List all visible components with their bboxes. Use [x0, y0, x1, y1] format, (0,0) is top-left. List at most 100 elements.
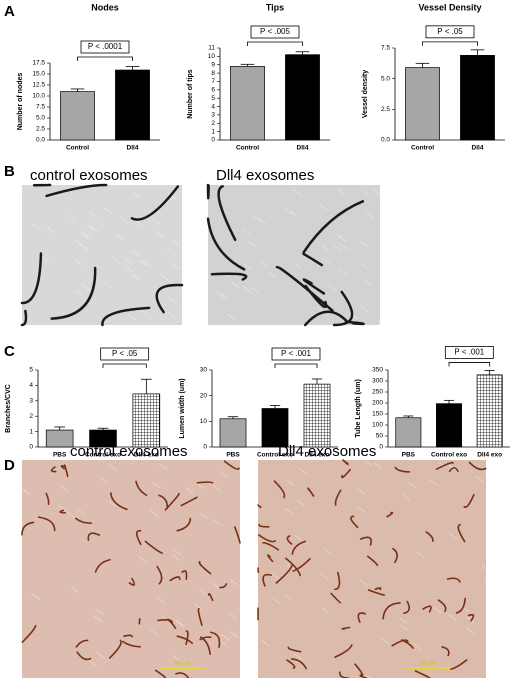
micrograph [257, 459, 487, 678]
error-bar [295, 51, 310, 55]
y-tick-label: 0 [29, 444, 33, 451]
vessel [21, 521, 35, 536]
texture [437, 461, 447, 469]
texture [21, 488, 31, 496]
texture [360, 262, 369, 270]
vessel [45, 492, 50, 506]
vessel [386, 511, 394, 518]
vessel [157, 619, 173, 625]
texture [131, 250, 140, 257]
texture [321, 257, 331, 265]
error-bar [125, 66, 140, 71]
texture [46, 226, 55, 234]
bar [115, 69, 150, 141]
texture [296, 499, 306, 507]
y-tick-label: 30 [200, 367, 208, 374]
x-tick-label: Dll4 exo [134, 452, 159, 459]
y-tick-label: 3 [211, 112, 215, 119]
texture [115, 233, 125, 241]
x-tick-label: Dll4 [472, 145, 484, 152]
texture [59, 485, 69, 492]
vessel [206, 217, 246, 271]
vessel [176, 635, 194, 645]
vessel [108, 639, 122, 659]
texture [169, 297, 178, 305]
vessel [123, 634, 134, 638]
error-bar [269, 405, 281, 409]
vessel [181, 570, 188, 580]
y-tick-label: 20 [200, 392, 208, 399]
annotation: P < .001 [454, 348, 484, 357]
texture [447, 464, 457, 471]
vessel [20, 252, 43, 305]
texture [159, 273, 169, 281]
vessel [199, 636, 212, 641]
y-tick-label: 10 [208, 53, 216, 60]
texture [336, 188, 346, 196]
annotation-box [444, 346, 494, 359]
texture [465, 627, 475, 634]
bar [285, 54, 320, 141]
significance-bracket [102, 363, 147, 368]
error-bar [140, 378, 152, 394]
texture [67, 214, 77, 221]
vessel [258, 523, 270, 528]
texture [228, 612, 237, 619]
vessel [367, 589, 386, 596]
texture [80, 232, 89, 240]
vessel [391, 639, 409, 647]
texture [138, 259, 147, 266]
vessel [287, 646, 302, 653]
texture [138, 556, 148, 563]
x-tick-label: Control exo [257, 452, 293, 459]
error-bar [54, 426, 66, 431]
bar [219, 418, 247, 448]
y-tick-label: 7 [211, 78, 215, 85]
texture [373, 462, 383, 470]
error-bar [415, 62, 430, 68]
error-bar [227, 416, 239, 419]
annotation: P < .0001 [88, 42, 123, 51]
vessel [455, 597, 467, 614]
vessel [359, 536, 372, 546]
y-tick-label: 7.5 [36, 104, 45, 111]
y-tick-label: 1 [29, 428, 33, 435]
y-tick-label: 2 [29, 413, 33, 420]
vessel [275, 564, 293, 584]
texture [323, 547, 332, 555]
vessel [392, 547, 398, 564]
y-tick-label: 7.5 [381, 45, 390, 52]
vessel [257, 504, 262, 509]
texture [81, 231, 90, 239]
vessel [290, 658, 307, 670]
texture [174, 619, 184, 627]
vessel [223, 460, 240, 470]
texture [242, 285, 252, 293]
y-tick-label: 4 [29, 382, 33, 389]
texture [96, 652, 106, 659]
vessel [344, 320, 365, 326]
texture [408, 481, 417, 489]
vessel [158, 494, 169, 510]
x-tick-label: Control exo [85, 452, 121, 459]
image-background [258, 460, 486, 678]
texture [70, 586, 80, 594]
texture [284, 207, 294, 215]
texture [294, 653, 303, 661]
y-tick-label: 100 [372, 422, 383, 429]
x-tick-label: PBS [53, 452, 67, 459]
texture [337, 235, 347, 243]
y-tick-label: 200 [372, 400, 383, 407]
texture [293, 189, 302, 196]
texture [320, 573, 330, 581]
vessel [175, 672, 190, 678]
texture [268, 271, 277, 279]
texture [359, 240, 369, 248]
y-tick-label: 15.0 [32, 71, 45, 78]
vessel [334, 644, 353, 658]
texture [172, 655, 182, 663]
texture [212, 518, 221, 526]
vessel [50, 466, 57, 473]
bar [303, 383, 331, 448]
texture [338, 268, 348, 276]
